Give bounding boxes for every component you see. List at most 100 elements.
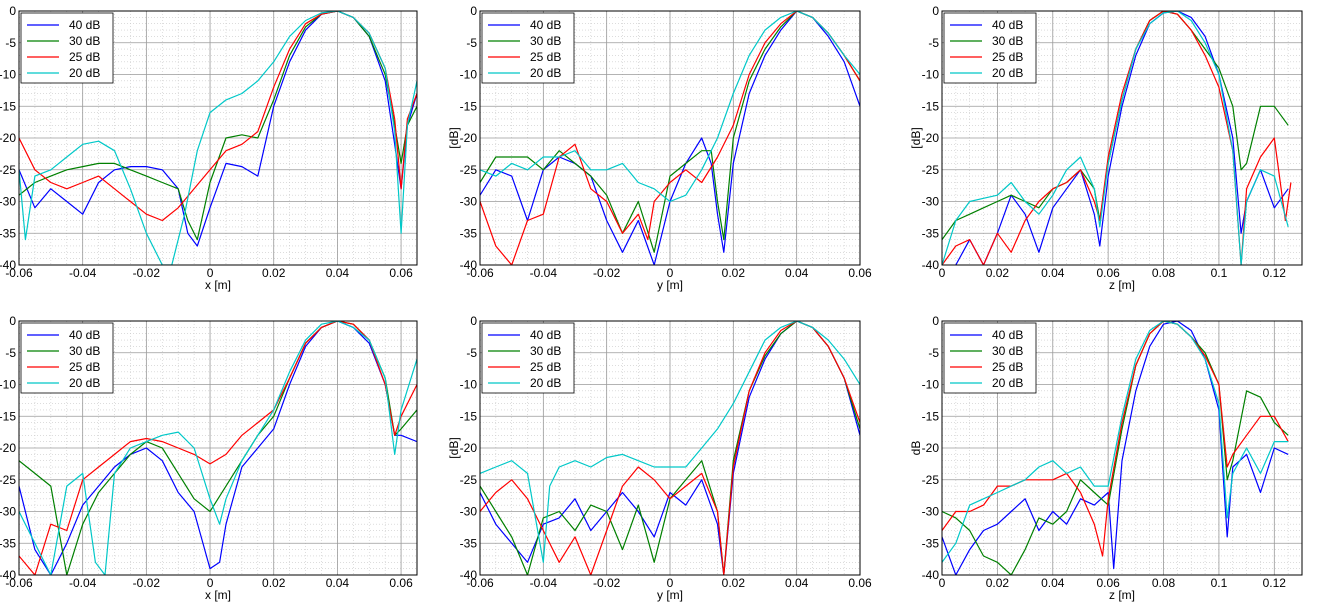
legend-label: 40 dB: [530, 328, 561, 342]
x-tick-label: 0: [667, 266, 674, 280]
series-line-20-dB: [942, 11, 1289, 265]
x-tick-label: -0.02: [133, 266, 161, 280]
plot-frame: [941, 320, 1303, 576]
legend-label: 20 dB: [530, 376, 561, 390]
plot-frame: [479, 320, 861, 576]
series-line-30-dB: [942, 321, 1289, 575]
x-axis-label: y [m]: [657, 278, 683, 292]
chart-2: -0.06 -0.04 -0.02 0 0.02 0.04 0.06 0 -5 -10 -15 -20…: [447, 4, 872, 292]
y-tick-label: 0: [9, 314, 16, 328]
legend-label: 30 dB: [992, 34, 1023, 48]
legend: 40 dB 30 dB 25 dB 20 dB: [20, 322, 114, 394]
x-tick-label: 0.06: [1096, 266, 1120, 280]
y-tick-label: -10: [922, 68, 940, 82]
legend-label: 25 dB: [530, 50, 561, 64]
y-tick-label: -20: [922, 131, 940, 145]
series-line-20-dB: [480, 321, 860, 563]
x-tick-label: 0.06: [848, 576, 872, 590]
x-axis-label: z [m]: [1109, 588, 1135, 602]
x-tick-label: 0.04: [326, 266, 350, 280]
x-tick-label: 0.12: [1263, 576, 1287, 590]
x-tick-label: 0.02: [986, 576, 1010, 590]
legend: 40 dB 30 dB 25 dB 20 dB: [943, 322, 1037, 394]
x-tick-label: 0: [667, 576, 674, 590]
x-tick-label: 0.08: [1152, 576, 1176, 590]
legend-label: 30 dB: [992, 344, 1023, 358]
legend-label: 20 dB: [530, 66, 561, 80]
series-line-20-dB: [480, 11, 860, 203]
x-tick-label: -0.02: [593, 266, 621, 280]
y-tick-label: -5: [5, 36, 16, 50]
y-axis-label: dB: [909, 441, 923, 456]
x-tick-label: 0.02: [262, 576, 286, 590]
legend-label: 25 dB: [69, 50, 100, 64]
series-line-40-dB: [19, 321, 417, 575]
y-axis-label: [dB]: [447, 437, 461, 458]
y-tick-label: -40: [922, 568, 940, 582]
y-tick-label: -25: [460, 473, 478, 487]
x-tick-label: 0.04: [326, 576, 350, 590]
plot-frame: [941, 10, 1303, 266]
legend-label: 20 dB: [69, 66, 100, 80]
y-tick-label: -40: [460, 568, 478, 582]
x-tick-label: -0.04: [530, 576, 558, 590]
x-tick-label: 0.02: [262, 266, 286, 280]
x-axis-label: y [m]: [657, 588, 683, 602]
legend-label: 25 dB: [992, 360, 1023, 374]
y-tick-label: -20: [922, 441, 940, 455]
legend-label: 40 dB: [992, 328, 1023, 342]
y-tick-label: -5: [466, 346, 477, 360]
y-tick-label: -20: [460, 131, 478, 145]
legend: 40 dB 30 dB 25 dB 20 dB: [20, 12, 114, 84]
y-tick-label: -20: [460, 441, 478, 455]
y-tick-label: -30: [460, 195, 478, 209]
x-tick-label: 0.04: [785, 576, 809, 590]
x-axis-label: z [m]: [1109, 278, 1135, 292]
x-tick-label: 0: [939, 266, 946, 280]
series-line-20-dB: [19, 321, 417, 575]
legend-label: 40 dB: [69, 18, 100, 32]
y-tick-label: -15: [0, 99, 16, 113]
legend-label: 30 dB: [69, 344, 100, 358]
series-line-20-dB: [942, 321, 1289, 563]
y-tick-label: -20: [0, 441, 16, 455]
y-tick-label: -35: [460, 536, 478, 550]
plot-frame: [479, 10, 861, 266]
y-tick-label: 0: [470, 4, 477, 18]
y-tick-label: -15: [922, 409, 940, 423]
y-tick-label: -5: [928, 346, 939, 360]
legend-label: 20 dB: [992, 66, 1023, 80]
y-tick-label: -15: [460, 409, 478, 423]
legend-label: 25 dB: [69, 360, 100, 374]
y-tick-label: -15: [460, 99, 478, 113]
y-tick-label: -40: [0, 258, 16, 272]
y-tick-label: 0: [932, 4, 939, 18]
x-tick-label: 0.12: [1263, 266, 1287, 280]
series-line-30-dB: [19, 11, 417, 241]
y-tick-label: -5: [466, 36, 477, 50]
y-tick-label: -35: [0, 226, 16, 240]
series-group: [19, 11, 417, 265]
legend-label: 40 dB: [992, 18, 1023, 32]
y-tick-label: -25: [922, 163, 940, 177]
y-tick-label: -10: [0, 378, 16, 392]
x-tick-label: 0: [939, 576, 946, 590]
x-tick-label: 0.1: [1211, 266, 1228, 280]
x-tick-label: -0.04: [69, 576, 97, 590]
series-line-25-dB: [19, 321, 417, 575]
y-axis-label: [dB]: [447, 127, 461, 148]
series-group: [480, 321, 860, 575]
x-tick-label: 0.08: [1152, 266, 1176, 280]
legend-label: 30 dB: [69, 34, 100, 48]
series-line-20-dB: [19, 11, 417, 265]
x-tick-label: 0.1: [1211, 576, 1228, 590]
x-axis-label: x [m]: [205, 278, 231, 292]
x-axis-label: x [m]: [205, 588, 231, 602]
chart-1: -0.06 -0.04 -0.02 0 0.02 0.04 0.06 0 -5 -10 -15 -20…: [0, 4, 418, 292]
y-tick-label: -30: [460, 505, 478, 519]
y-tick-label: -40: [922, 258, 940, 272]
y-tick-label: -35: [460, 226, 478, 240]
x-tick-label: -0.04: [69, 266, 97, 280]
legend-label: 25 dB: [992, 50, 1023, 64]
